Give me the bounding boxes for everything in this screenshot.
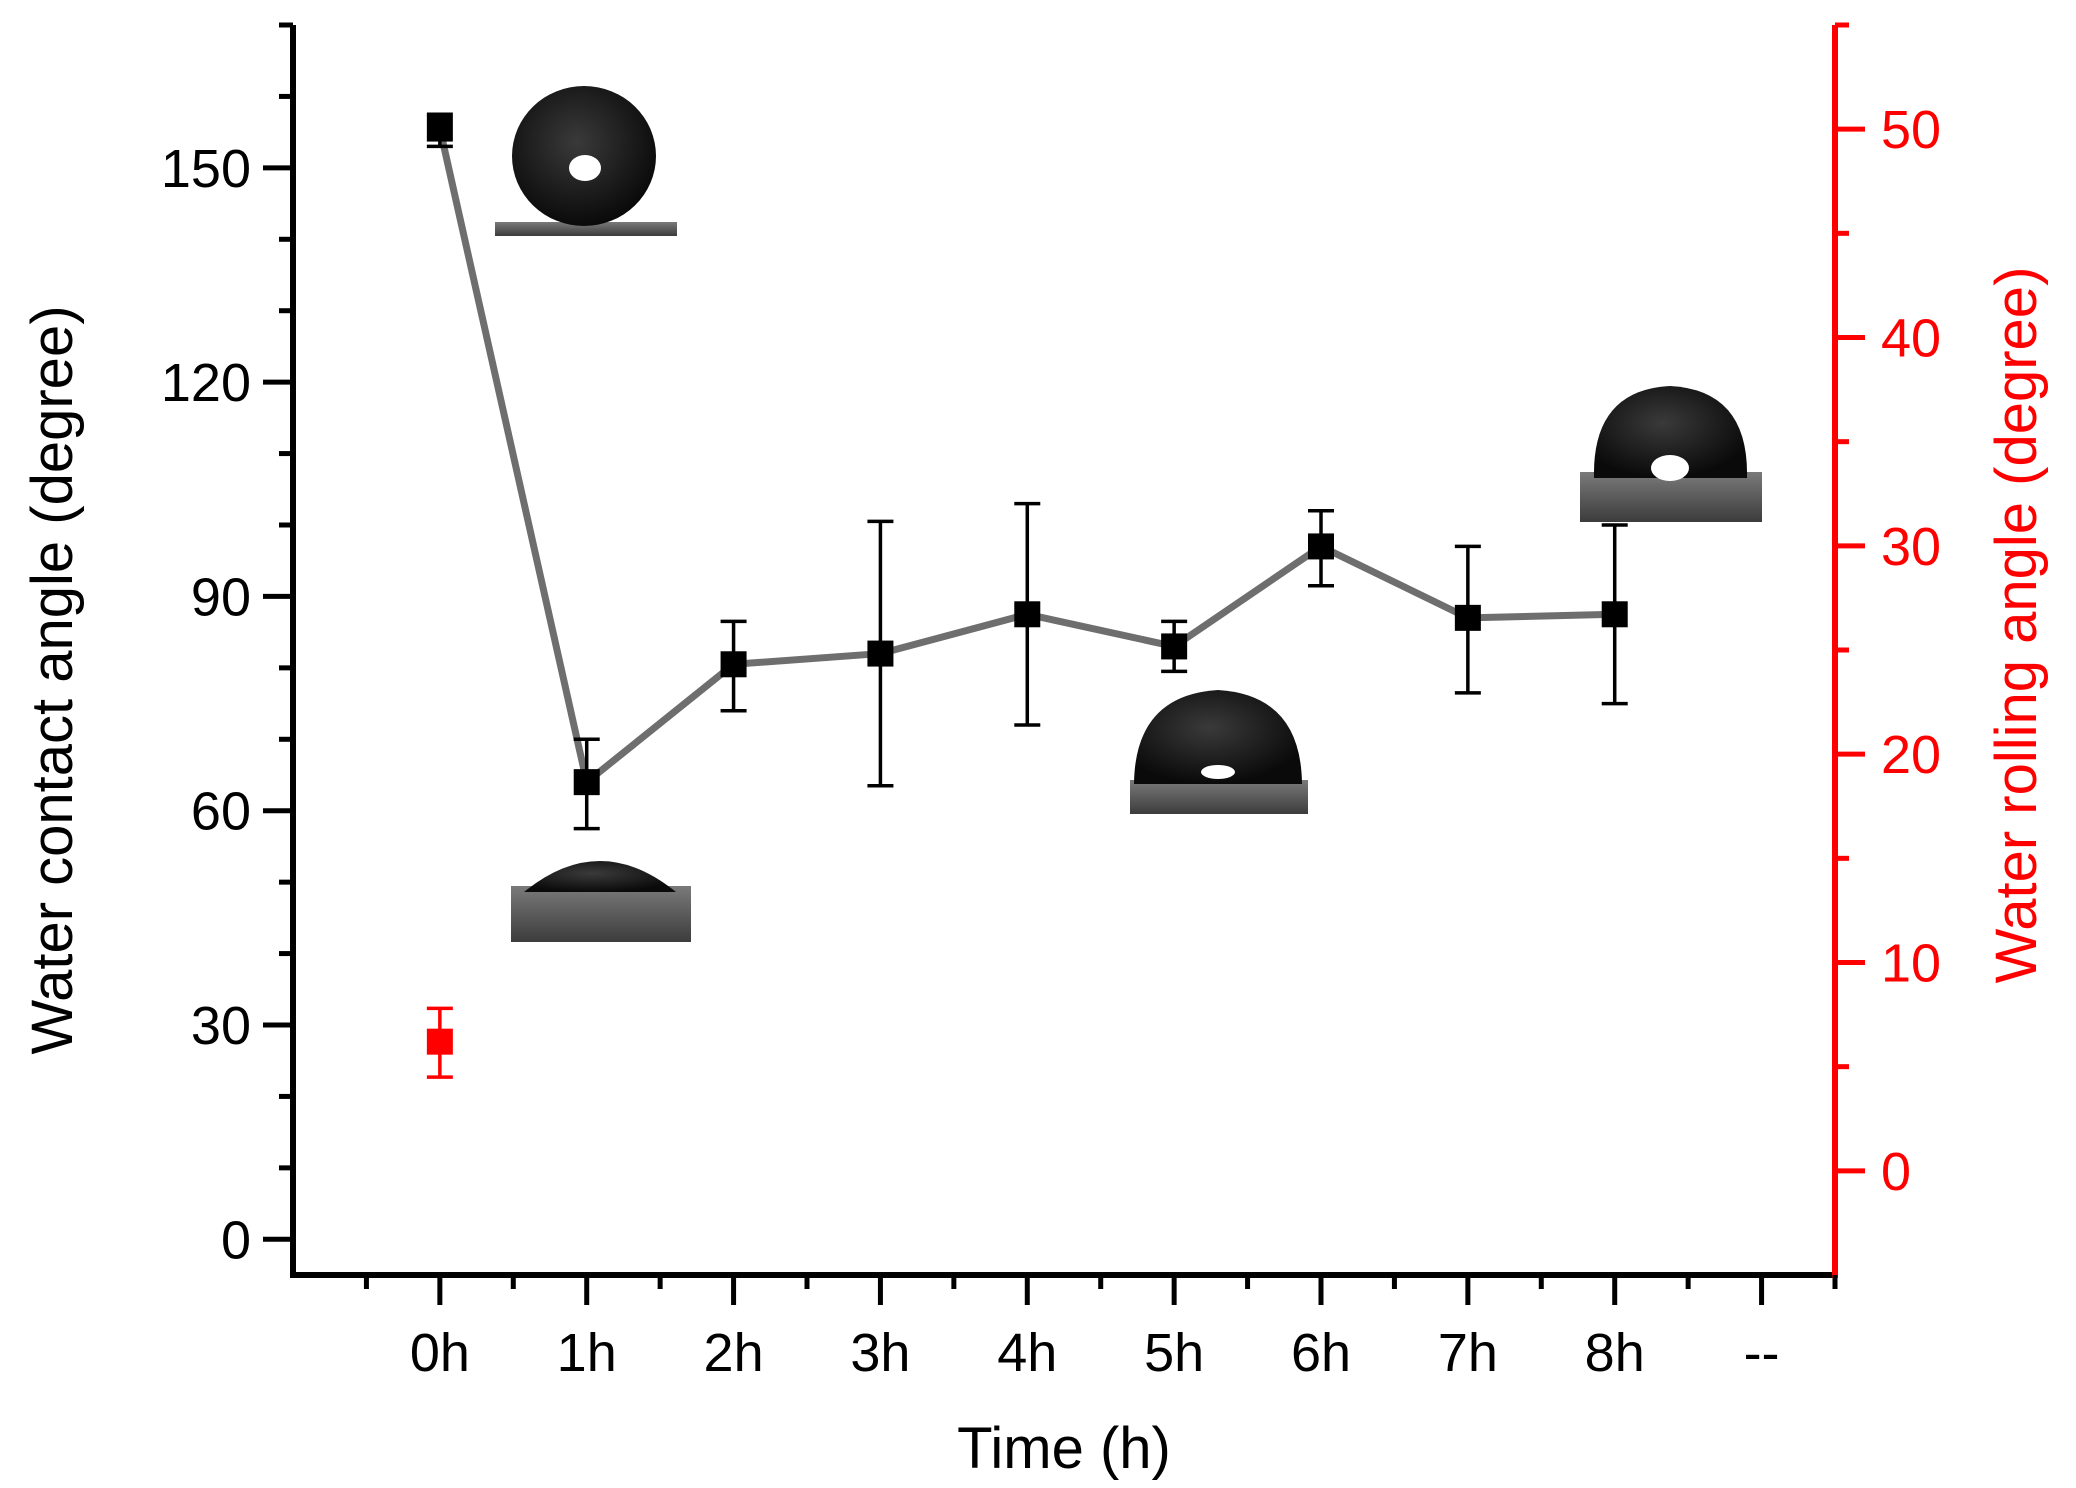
x-tick-label: -- — [1744, 1323, 1780, 1383]
right-tick-label: 0 — [1881, 1142, 1911, 1202]
droplet-1h-inset — [511, 861, 691, 942]
x-tick-label: 8h — [1585, 1323, 1645, 1383]
droplet-5h-inset — [1130, 690, 1308, 814]
x-tick-label: 3h — [850, 1323, 910, 1383]
data-point — [426, 1028, 453, 1055]
axes-layer — [263, 22, 1865, 1305]
left-tick-label: 90 — [191, 567, 251, 627]
data-layer — [426, 112, 1628, 1079]
y-left-axis-title: Water contact angle (degree) — [20, 305, 85, 1054]
x-tick-label: 1h — [557, 1323, 617, 1383]
x-tick-label: 5h — [1144, 1323, 1204, 1383]
data-point — [426, 115, 453, 142]
data-point — [1014, 601, 1041, 628]
left-tick-label: 150 — [161, 139, 251, 199]
data-point — [867, 640, 894, 667]
x-tick-label: 6h — [1291, 1323, 1351, 1383]
right-tick-label: 40 — [1881, 309, 1941, 369]
x-tick-label: 4h — [997, 1323, 1057, 1383]
x-tick-label: 7h — [1438, 1323, 1498, 1383]
x-axis-title: Time (h) — [957, 1416, 1171, 1481]
right-tick-label: 30 — [1881, 517, 1941, 577]
data-point — [1454, 604, 1481, 631]
droplet-0h-inset — [495, 86, 677, 236]
data-point — [720, 651, 747, 678]
x-tick-label: 2h — [704, 1323, 764, 1383]
data-point — [573, 769, 600, 796]
left-tick-label: 0 — [221, 1210, 251, 1270]
data-point — [1308, 533, 1334, 560]
data-point — [1601, 601, 1628, 628]
right-tick-label: 20 — [1881, 725, 1941, 785]
x-tick-label: 0h — [410, 1323, 470, 1383]
y-right-axis-title: Water rolling angle (degree) — [1984, 267, 2049, 984]
left-tick-label: 120 — [161, 353, 251, 413]
right-tick-label: 50 — [1881, 100, 1941, 160]
left-tick-label: 30 — [191, 996, 251, 1056]
labels-layer: 0 30 60 90 120 150 0 10 20 30 40 50 0h 1h 2h 3h 4h 5h 6h 7h… — [20, 100, 2049, 1481]
right-tick-label: 10 — [1881, 934, 1941, 994]
left-tick-label: 60 — [191, 782, 251, 842]
droplet-8h-inset — [1580, 386, 1762, 522]
data-point — [1161, 633, 1188, 660]
